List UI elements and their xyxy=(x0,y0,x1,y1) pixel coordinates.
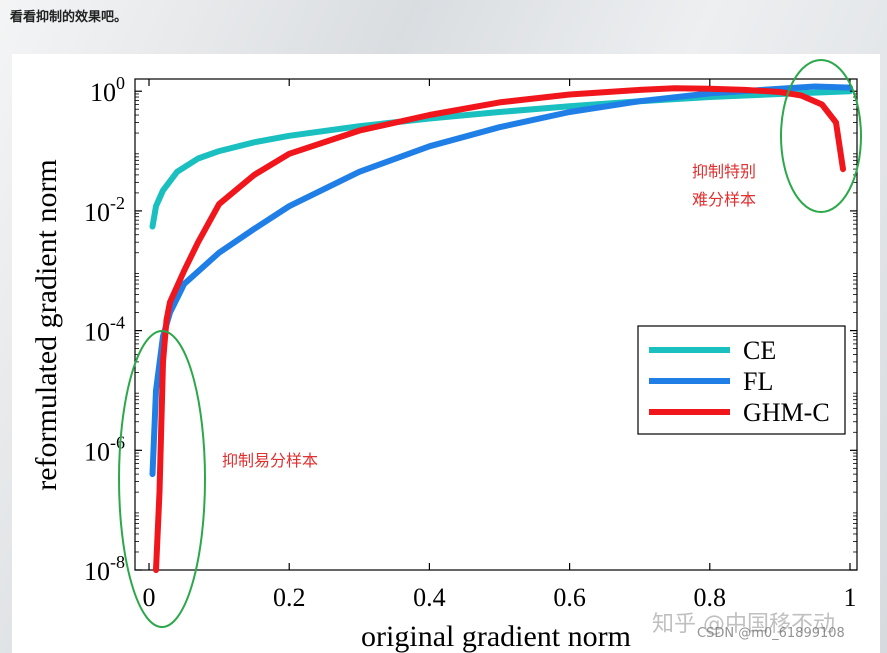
annotation-hard-line2: 难分样本 xyxy=(692,190,756,209)
header-text: 看看抑制的效果吧。 xyxy=(10,10,128,25)
easy-samples-ellipse xyxy=(118,330,206,628)
x-axis-label: original gradient norm xyxy=(361,620,631,653)
csdn-watermark: CSDN @m0_61899108 xyxy=(697,626,845,641)
legend-label-ghm-c: GHM-C xyxy=(743,398,830,427)
annotation-hard-line1: 抑制特别 xyxy=(692,162,756,181)
y-tick-label: 100 xyxy=(90,73,125,107)
x-tick-label: 0.2 xyxy=(273,583,306,612)
legend-label-ce: CE xyxy=(743,336,776,365)
figure-panel: 0 0.2 0.4 0.6 0.8 1 10-8 10-6 10-4 10-2 100 抑制特别 难… xyxy=(12,54,880,653)
legend: CE FL GHM-C xyxy=(637,325,846,435)
legend-label-fl: FL xyxy=(743,367,773,396)
x-tick-label: 0.4 xyxy=(413,583,446,612)
y-tick-label: 10-2 xyxy=(84,193,125,227)
zhihu-watermark: 知乎 @中国移不动 xyxy=(652,612,835,637)
y-axis-label: reformulated gradient norm xyxy=(30,159,63,491)
x-tick-label: 0.8 xyxy=(694,583,727,612)
annotation-easy: 抑制易分样本 xyxy=(222,451,318,470)
hard-samples-ellipse xyxy=(780,59,862,213)
x-tick-label: 0.6 xyxy=(553,583,586,612)
plot-frame xyxy=(134,78,858,571)
x-tick-label: 0 xyxy=(143,583,156,612)
x-tick-label: 1 xyxy=(843,583,856,612)
y-tick-label: 10-4 xyxy=(84,313,125,347)
y-tick-label: 10-8 xyxy=(84,552,125,586)
